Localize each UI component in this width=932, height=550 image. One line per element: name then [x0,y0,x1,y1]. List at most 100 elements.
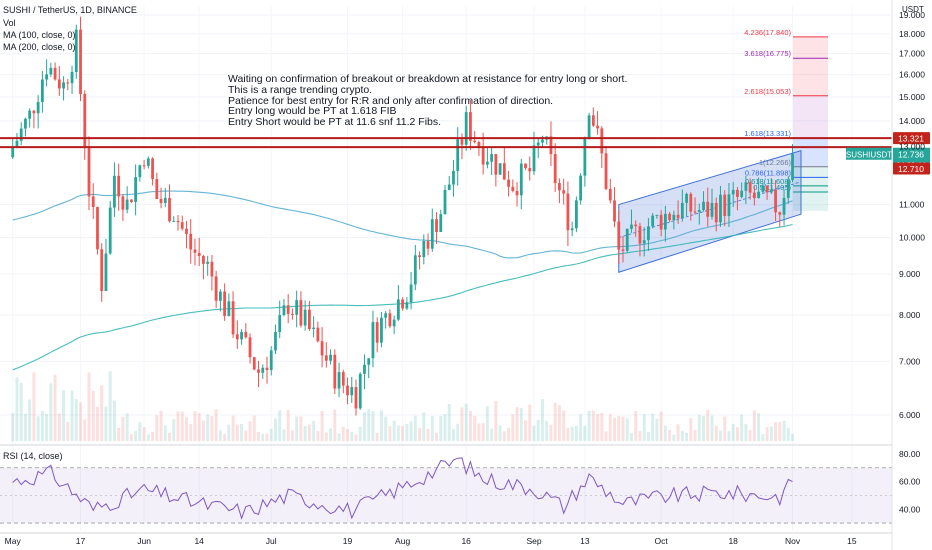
candle-body [367,358,371,365]
rsi-tick-label: 80.00 [899,449,921,459]
candle-body [193,249,197,253]
idea-annotation[interactable]: Waiting on confirmation of breakout or b… [228,74,627,128]
candle-body [11,146,15,158]
volume-bar [341,426,345,441]
volume-bar [791,433,795,441]
volume-bar [159,410,163,441]
candle-body [464,112,468,145]
volume-bar [494,400,498,441]
candle-body [697,209,701,212]
candle-body [384,313,388,318]
ma200-legend[interactable]: MA (200, close, 0) [3,42,76,52]
volume-bar [168,432,172,441]
volume-bar [468,410,472,441]
volume-bar [223,434,227,441]
volume-bar [418,428,422,441]
ma100-legend[interactable]: MA (100, close, 0) [3,30,76,40]
volume-bar [312,421,316,441]
volume-bar [62,390,66,441]
volume-bar [375,432,379,441]
candle-body [159,199,163,204]
volume-bar [443,414,447,441]
volume-bar [273,418,277,441]
volume-bar [295,416,299,441]
candle-body [176,220,180,223]
candle-body [710,202,714,217]
volume-bar [405,424,409,441]
volume-bar [252,415,256,441]
fib-level-label: 0.786(11.898) [745,168,792,177]
fib-level-label: 2.618(15.053) [744,87,791,96]
candle-body [206,261,210,264]
price-tick-label: 17.000 [899,49,925,59]
candle-body [731,189,735,195]
price-tick-label: 18.000 [899,29,925,39]
time-tick-label: Sep [526,536,541,546]
candle-body [507,179,510,187]
fib-zone-upper [793,36,828,96]
volume-bar [384,416,388,441]
volume-bar [36,416,40,441]
rising-channel[interactable] [618,149,802,273]
support-badge-bg [893,162,930,175]
fib-extension[interactable]: 4.236(17.840) 3.618(16.775) 2.618(15.053) 1… [744,28,828,211]
candle-body [791,153,794,181]
volume-bar [553,402,557,441]
volume-bar [651,413,655,441]
symbol-name-text: SUSHIUSDT [846,150,892,159]
volume-bar [197,413,201,441]
volume-bar [95,406,99,441]
volume-bar [528,404,532,441]
rsi-legend[interactable]: RSI (14, close) [3,451,63,461]
volume-bar [634,411,638,441]
volume-bar [774,422,778,441]
volume-bar [761,434,765,441]
candle-body [778,212,782,215]
candle-body [490,154,494,162]
candle-body [702,201,705,210]
volume-bar [193,411,197,441]
candle-body [723,194,727,216]
candle-body [642,240,646,244]
volume-bar [515,407,519,441]
candle-body [210,261,214,277]
volume-bar [566,427,570,441]
volume-bar [231,415,235,441]
candle-body [469,112,472,141]
symbol-title[interactable]: SUSHI / TetherUS, 1D, BINANCE [3,5,137,15]
volume-bar [240,423,244,441]
volume-bar [473,416,477,441]
volume-bar [354,434,358,441]
candle-body [45,74,49,80]
candle-body [354,387,358,409]
volume-legend[interactable]: Vol [3,18,16,28]
volume-bar [583,425,587,441]
volume-bar [680,430,684,441]
volume-bar [435,432,439,441]
volume-bar [49,383,53,441]
volume-bar [655,418,659,441]
candle-body [680,202,684,219]
price-tick-label: 14.000 [899,116,925,126]
volume-bar [740,414,744,441]
volume-bar [286,409,290,441]
candles [11,16,794,416]
candle-body [295,300,299,315]
candle-body [329,354,332,361]
volume-bar [693,429,697,441]
volume-bars [11,371,795,441]
candle-body [570,228,574,231]
candle-body [282,305,286,316]
candle-body [600,128,604,154]
volume-bar [587,410,591,441]
volume-bar [642,414,646,441]
volume-bar [227,424,231,441]
price-tick-label: 10.000 [899,233,925,243]
time-tick-label: 14 [194,536,204,546]
candle-body [363,364,366,374]
candle-body [312,327,316,330]
candle-body [252,357,256,370]
candle-body [426,241,430,249]
